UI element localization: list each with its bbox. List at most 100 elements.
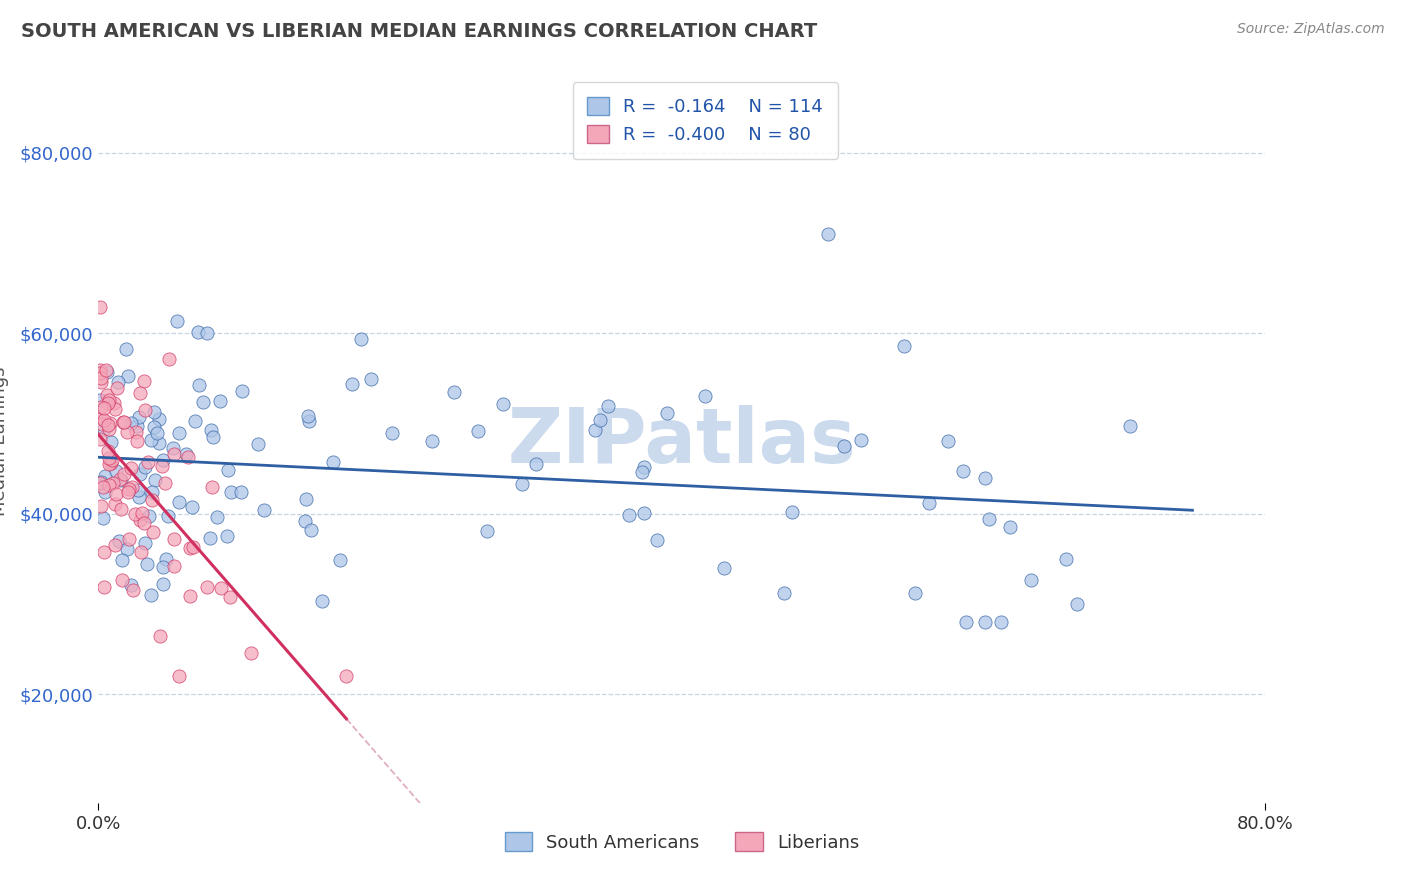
Point xyxy=(142,420,165,434)
Point xyxy=(1054,551,1077,566)
Point xyxy=(128,409,150,424)
Point xyxy=(103,396,125,410)
Point xyxy=(141,484,163,499)
Point xyxy=(132,374,155,388)
Point xyxy=(148,629,170,643)
Point xyxy=(90,410,112,425)
Point xyxy=(176,447,198,461)
Point xyxy=(93,545,115,559)
Point xyxy=(974,615,997,630)
Point xyxy=(817,227,839,241)
Point xyxy=(90,475,112,489)
Point xyxy=(179,589,201,603)
Point xyxy=(148,435,170,450)
Point xyxy=(187,378,209,392)
Point xyxy=(100,456,122,470)
Point xyxy=(201,430,224,444)
Point xyxy=(141,588,163,602)
Point xyxy=(240,647,263,661)
Point xyxy=(181,500,204,515)
Point xyxy=(110,501,132,516)
Point xyxy=(89,366,111,380)
Point xyxy=(134,403,156,417)
Point xyxy=(998,520,1021,534)
Point xyxy=(131,506,153,520)
Point xyxy=(893,339,915,353)
Point xyxy=(152,452,174,467)
Point xyxy=(138,455,160,469)
Point xyxy=(201,480,224,494)
Point xyxy=(94,485,117,500)
Point xyxy=(91,480,114,494)
Point xyxy=(467,424,489,438)
Point xyxy=(231,384,253,398)
Point xyxy=(138,508,160,523)
Point xyxy=(1019,573,1042,587)
Point xyxy=(146,426,169,441)
Point xyxy=(141,493,163,508)
Point xyxy=(162,558,184,573)
Point xyxy=(107,375,129,389)
Point xyxy=(121,582,143,597)
Point xyxy=(150,458,173,473)
Point xyxy=(89,363,111,377)
Point xyxy=(297,409,319,424)
Point xyxy=(120,461,142,475)
Point xyxy=(104,464,127,478)
Point xyxy=(153,476,176,491)
Point xyxy=(780,505,803,519)
Point xyxy=(973,471,995,485)
Point xyxy=(97,422,120,436)
Point xyxy=(219,485,242,500)
Point xyxy=(104,487,127,501)
Point xyxy=(157,352,180,367)
Point xyxy=(152,559,174,574)
Point xyxy=(94,363,117,377)
Point xyxy=(93,580,115,594)
Point xyxy=(112,415,135,429)
Point xyxy=(111,553,134,567)
Point xyxy=(132,516,155,530)
Point xyxy=(91,511,114,525)
Point xyxy=(200,423,222,437)
Point xyxy=(112,467,135,481)
Point xyxy=(163,446,186,460)
Point xyxy=(187,325,209,339)
Point xyxy=(148,412,170,426)
Point xyxy=(294,492,316,507)
Point xyxy=(143,473,166,487)
Point xyxy=(832,439,855,453)
Legend: South Americans, Liberians: South Americans, Liberians xyxy=(498,825,866,859)
Point xyxy=(166,313,188,327)
Point xyxy=(633,460,655,475)
Point xyxy=(322,455,344,469)
Point xyxy=(936,434,959,448)
Point xyxy=(183,540,205,554)
Point xyxy=(98,417,121,431)
Point xyxy=(121,480,143,494)
Point xyxy=(143,404,166,418)
Point xyxy=(583,423,606,437)
Point xyxy=(1119,418,1142,433)
Point xyxy=(195,580,218,594)
Point xyxy=(918,496,941,510)
Point xyxy=(198,531,221,545)
Point xyxy=(118,532,141,546)
Point xyxy=(101,476,124,491)
Point xyxy=(136,558,159,572)
Point xyxy=(294,514,316,528)
Point xyxy=(952,464,974,478)
Point xyxy=(167,426,190,441)
Point xyxy=(125,425,148,439)
Point xyxy=(849,434,872,448)
Point xyxy=(129,545,152,559)
Point xyxy=(96,388,118,402)
Point xyxy=(93,401,115,415)
Point xyxy=(90,400,112,414)
Point xyxy=(381,425,404,440)
Point xyxy=(111,415,134,429)
Point xyxy=(134,536,156,550)
Point xyxy=(184,414,207,428)
Point xyxy=(657,406,679,420)
Point xyxy=(167,669,190,683)
